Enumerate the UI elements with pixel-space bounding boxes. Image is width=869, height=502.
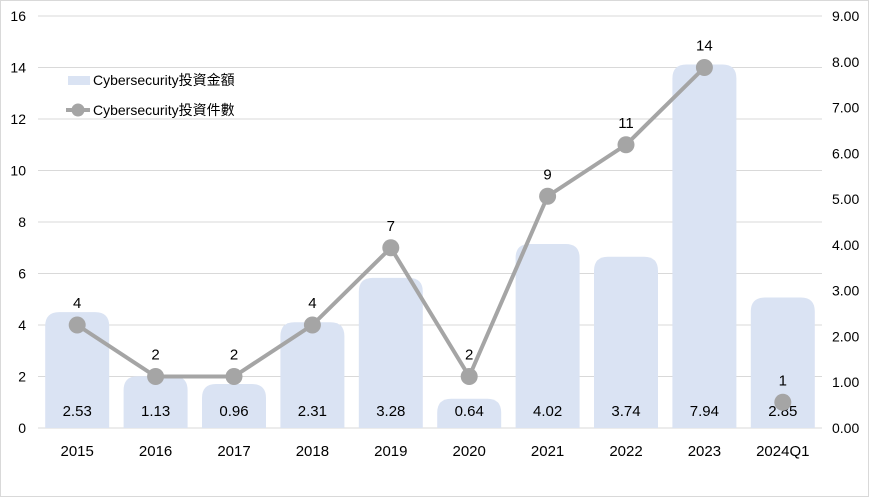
line-point xyxy=(539,187,557,205)
line-value-label: 7 xyxy=(387,218,395,235)
line-value-label: 2 xyxy=(230,347,238,364)
bar xyxy=(594,256,658,428)
y-left-tick-label: 10 xyxy=(10,163,26,179)
y-right-tick-label: 5.00 xyxy=(832,191,859,207)
bar xyxy=(672,64,737,428)
line-point xyxy=(147,368,165,385)
line-series xyxy=(68,59,792,411)
line-value-label: 9 xyxy=(543,166,551,183)
y-right-tick-label: 0.00 xyxy=(832,420,859,436)
y-right-tick-label: 7.00 xyxy=(832,100,859,116)
axes: 02468101214160.001.002.003.004.005.006.0… xyxy=(10,8,859,460)
x-tick-label: 2022 xyxy=(609,443,642,460)
x-tick-label: 2019 xyxy=(374,443,407,460)
bar-value-label: 3.74 xyxy=(611,403,640,420)
bar-value-label: 1.13 xyxy=(141,403,170,420)
y-left-tick-label: 16 xyxy=(10,8,26,24)
x-tick-label: 2024Q1 xyxy=(756,443,809,460)
bar xyxy=(202,384,266,428)
y-left-tick-label: 2 xyxy=(18,369,26,385)
bar xyxy=(515,243,580,428)
line-point xyxy=(68,316,86,334)
y-left-tick-label: 4 xyxy=(18,317,26,333)
bar-value-label: 2.85 xyxy=(768,403,797,420)
line-value-label: 2 xyxy=(465,347,473,364)
line-point xyxy=(617,136,635,154)
line-point xyxy=(303,316,321,334)
bar xyxy=(280,322,345,428)
legend: Cybersecurity投資金額 Cybersecurity投資件數 xyxy=(66,72,235,118)
bar xyxy=(437,398,502,428)
y-right-tick-label: 9.00 xyxy=(832,8,859,24)
y-right-tick-label: 8.00 xyxy=(832,54,859,70)
y-right-tick-label: 3.00 xyxy=(832,283,859,299)
legend-bar-swatch xyxy=(68,76,90,85)
line-point xyxy=(382,239,400,257)
line-point xyxy=(225,368,243,385)
y-left-tick-label: 0 xyxy=(18,420,26,436)
x-tick-label: 2015 xyxy=(61,443,94,460)
line-value-label: 4 xyxy=(73,295,81,312)
bar xyxy=(123,376,188,428)
y-right-tick-label: 6.00 xyxy=(832,145,859,161)
y-right-tick-label: 1.00 xyxy=(832,374,859,390)
line-value-label: 11 xyxy=(618,115,634,132)
line-value-label: 1 xyxy=(779,372,787,389)
x-tick-label: 2023 xyxy=(688,443,721,460)
line-point xyxy=(695,59,713,76)
bar-value-label: 0.64 xyxy=(455,403,484,420)
legend-line-marker xyxy=(71,103,85,117)
bar-series xyxy=(45,64,815,428)
x-tick-label: 2021 xyxy=(531,443,564,460)
y-right-tick-label: 2.00 xyxy=(832,328,859,344)
line-data-labels: 4 2 2 4 7 2 9 11 14 1 xyxy=(73,38,787,390)
x-tick-label: 2020 xyxy=(453,443,486,460)
bar-value-label: 3.28 xyxy=(376,403,405,420)
y-left-tick-label: 6 xyxy=(18,266,26,282)
x-tick-label: 2018 xyxy=(296,443,329,460)
x-tick-label: 2016 xyxy=(139,443,172,460)
legend-line-label: Cybersecurity投資件數 xyxy=(93,102,235,118)
bar-data-labels: 2.53 1.13 0.96 2.31 3.28 0.64 4.02 3.74 7.94 2.85 xyxy=(63,403,798,420)
bar-value-label: 2.31 xyxy=(298,403,327,420)
legend-bar-label: Cybersecurity投資金額 xyxy=(93,72,235,88)
line-value-label: 2 xyxy=(151,347,159,364)
y-right-tick-label: 4.00 xyxy=(832,237,859,253)
bar xyxy=(45,312,110,428)
line-value-label: 4 xyxy=(308,295,316,312)
bar-value-label: 2.53 xyxy=(63,403,92,420)
line-point xyxy=(774,393,792,411)
y-left-tick-label: 12 xyxy=(10,111,26,127)
bar xyxy=(358,277,423,428)
line-point xyxy=(460,368,478,385)
bar xyxy=(750,297,815,428)
y-left-tick-label: 14 xyxy=(10,60,26,76)
bar-value-label: 7.94 xyxy=(690,403,719,420)
y-left-tick-label: 8 xyxy=(18,214,26,230)
x-tick-label: 2017 xyxy=(217,443,250,460)
bar-value-label: 4.02 xyxy=(533,403,562,420)
bar-value-label: 0.96 xyxy=(219,403,248,420)
line-value-label: 14 xyxy=(696,38,713,55)
